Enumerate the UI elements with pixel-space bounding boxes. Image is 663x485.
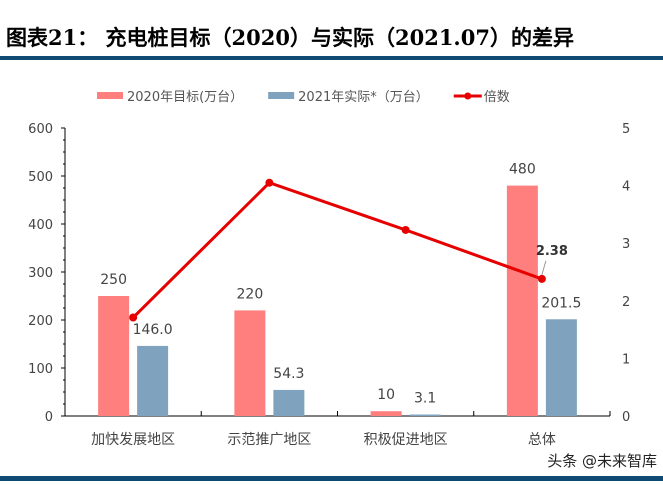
bar-actual [273, 389, 305, 416]
bar-data-label: 3.1 [414, 391, 436, 407]
bar-actual [137, 345, 169, 416]
ratio-marker [401, 225, 410, 234]
left-tick-label: 400 [28, 218, 53, 233]
right-tick-label: 3 [622, 237, 630, 252]
bar-data-label: 220 [237, 286, 264, 302]
category-label: 总体 [528, 432, 556, 448]
bar-data-label: 201.5 [541, 295, 581, 311]
bar-data-label: 250 [100, 272, 127, 288]
left-tick-label: 100 [28, 362, 53, 377]
right-tick-label: 2 [622, 295, 630, 310]
left-tick-label: 300 [28, 266, 53, 281]
ratio-marker [129, 313, 138, 322]
legend-swatch [97, 92, 123, 99]
bar-data-label: 10 [377, 387, 395, 403]
left-tick-label: 600 [28, 122, 53, 137]
legend-label: 2020年目标(万台） [127, 90, 243, 105]
callout-line [541, 260, 547, 276]
ratio-marker [537, 274, 546, 283]
legend-marker [464, 92, 472, 100]
right-tick-label: 0 [622, 410, 630, 425]
category-label: 积极促进地区 [364, 432, 448, 448]
ratio-data-label: 2.38 [536, 244, 568, 259]
legend-swatch [268, 92, 295, 99]
bar-data-label: 54.3 [273, 366, 304, 382]
category-label: 示范推广地区 [227, 431, 311, 448]
bottom-divider [0, 476, 663, 481]
category-label: 加快发展地区 [91, 432, 175, 448]
right-tick-label: 1 [622, 352, 630, 367]
bar-actual [409, 414, 441, 416]
left-tick-label: 500 [28, 170, 53, 185]
bar-data-label: 146.0 [133, 322, 173, 338]
left-tick-label: 0 [45, 410, 53, 425]
ratio-marker [265, 178, 274, 187]
bar-target [506, 185, 538, 416]
bar-data-label: 480 [509, 162, 536, 178]
watermark: 头条 @未来智库 [547, 452, 657, 470]
ratio-line [132, 180, 543, 319]
bar-target [370, 411, 402, 416]
legend-label: 倍数 [484, 90, 510, 105]
right-tick-label: 4 [622, 180, 630, 195]
chart-title: 图表21： 充电桩目标（2020）与实际（2021.07）的差异 [6, 25, 574, 50]
legend-label: 2021年实际*（万台） [298, 90, 429, 105]
bar-target [98, 296, 130, 416]
bar-actual [545, 319, 577, 416]
left-tick-label: 200 [28, 314, 53, 329]
bar-target [234, 310, 266, 416]
title-divider [0, 56, 663, 60]
right-tick-label: 5 [622, 122, 630, 137]
